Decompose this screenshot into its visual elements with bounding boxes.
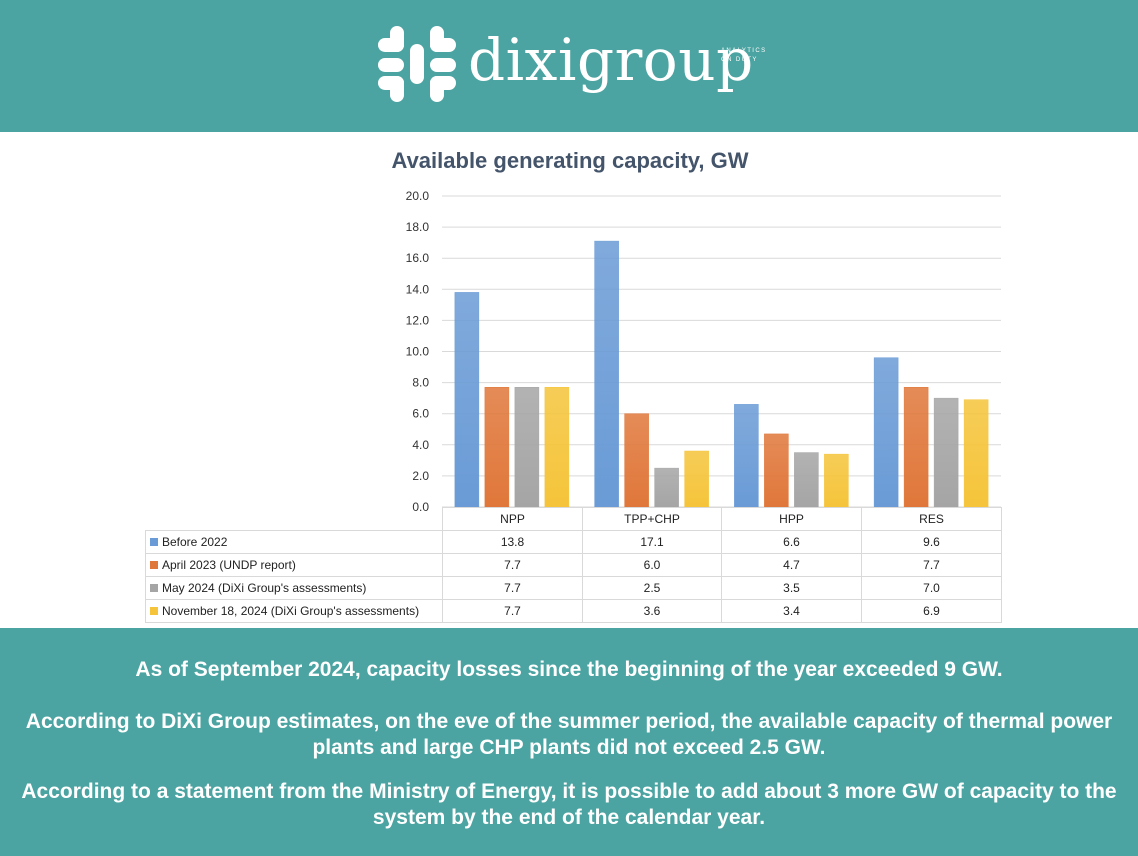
table-cell: 13.8 (442, 530, 583, 554)
table-row: April 2023 (UNDP report) 7.7 6.0 4.7 7.7 (145, 553, 1002, 577)
table-cell: 7.7 (861, 553, 1002, 577)
table-cell: 7.7 (442, 599, 583, 623)
bar (794, 452, 819, 508)
bar (654, 467, 679, 508)
y-tick-label: 10.0 (406, 345, 430, 359)
category-header: RES (861, 507, 1002, 531)
table-cell: 6.9 (861, 599, 1002, 623)
legend-entry: Before 2022 (145, 530, 443, 554)
table-cell: 3.5 (721, 576, 862, 600)
chart-title: Available generating capacity, GW (391, 148, 749, 173)
bar (824, 453, 849, 508)
table-cell: 7.7 (442, 553, 583, 577)
legend-entry: April 2023 (UNDP report) (145, 553, 443, 577)
bar (684, 450, 709, 508)
legend-swatch (150, 584, 158, 592)
table-cell: 6.6 (721, 530, 862, 554)
brand-tagline: ANALYTICS ON DUTY (721, 48, 767, 63)
category-header: HPP (721, 507, 862, 531)
table-row: May 2024 (DiXi Group's assessments) 7.7 … (145, 576, 1002, 600)
table-cell: 3.4 (721, 599, 862, 623)
legend-swatch (150, 561, 158, 569)
table-cell: 2.5 (582, 576, 722, 600)
legend-label: November 18, 2024 (DiXi Group's assessme… (162, 604, 420, 618)
table-cell: 17.1 (582, 530, 722, 554)
bar (484, 387, 510, 508)
dixigroup-logo-mark-icon (378, 26, 456, 102)
table-row: November 18, 2024 (DiXi Group's assessme… (145, 599, 1002, 623)
category-header: NPP (442, 507, 583, 531)
y-tick-label: 2.0 (412, 469, 429, 483)
bar (963, 399, 989, 508)
footer-banner: As of September 2024, capacity losses si… (0, 628, 1138, 856)
legend-swatch (150, 538, 158, 546)
bar (624, 413, 649, 508)
footer-statement-1: As of September 2024, capacity losses si… (135, 658, 1003, 681)
bar (594, 240, 619, 508)
table-cell: 7.7 (442, 576, 583, 600)
bar (544, 387, 570, 508)
brand-name: dixigroup (468, 26, 754, 94)
bar (454, 292, 480, 508)
table-cell: 9.6 (861, 530, 1002, 554)
category-header: TPP+CHP (582, 507, 722, 531)
table-header-row: NPP TPP+CHP HPP RES (145, 507, 1002, 531)
legend-swatch (150, 607, 158, 615)
y-tick-label: 20.0 (406, 189, 430, 203)
table-cell: 7.0 (861, 576, 1002, 600)
bar-chart: 0.02.04.06.08.010.012.014.016.018.020.0 (406, 189, 1001, 514)
y-tick-label: 6.0 (412, 407, 429, 421)
table-cell: 6.0 (582, 553, 722, 577)
bar (933, 397, 959, 508)
chart-data-table: NPP TPP+CHP HPP RES Before 2022 13.8 17.… (145, 507, 1002, 623)
legend-entry: May 2024 (DiXi Group's assessments) (145, 576, 443, 600)
y-tick-label: 8.0 (412, 376, 429, 390)
bar (873, 357, 899, 508)
bar (514, 387, 540, 508)
y-tick-label: 18.0 (406, 220, 430, 234)
legend-entry: November 18, 2024 (DiXi Group's assessme… (145, 599, 443, 623)
legend-label: May 2024 (DiXi Group's assessments) (162, 581, 367, 595)
footer-statement-2: According to DiXi Group estimates, on th… (25, 710, 1113, 759)
y-tick-label: 12.0 (406, 313, 430, 327)
table-cell: 4.7 (721, 553, 862, 577)
table-corner (145, 507, 443, 531)
footer-statement-3: According to a statement from the Minist… (21, 780, 1117, 829)
y-tick-label: 14.0 (406, 282, 430, 296)
y-tick-label: 4.0 (412, 438, 429, 452)
table-cell: 3.6 (582, 599, 722, 623)
bar (734, 404, 759, 508)
legend-label: Before 2022 (162, 535, 228, 549)
bar (903, 387, 929, 508)
y-tick-label: 16.0 (406, 251, 430, 265)
header-banner: dixigroup ANALYTICS ON DUTY (0, 0, 1138, 132)
table-row: Before 2022 13.8 17.1 6.6 9.6 (145, 530, 1002, 554)
dixigroup-logo: dixigroup ANALYTICS ON DUTY (376, 24, 776, 104)
bar (764, 433, 789, 508)
legend-label: April 2023 (UNDP report) (162, 558, 296, 572)
